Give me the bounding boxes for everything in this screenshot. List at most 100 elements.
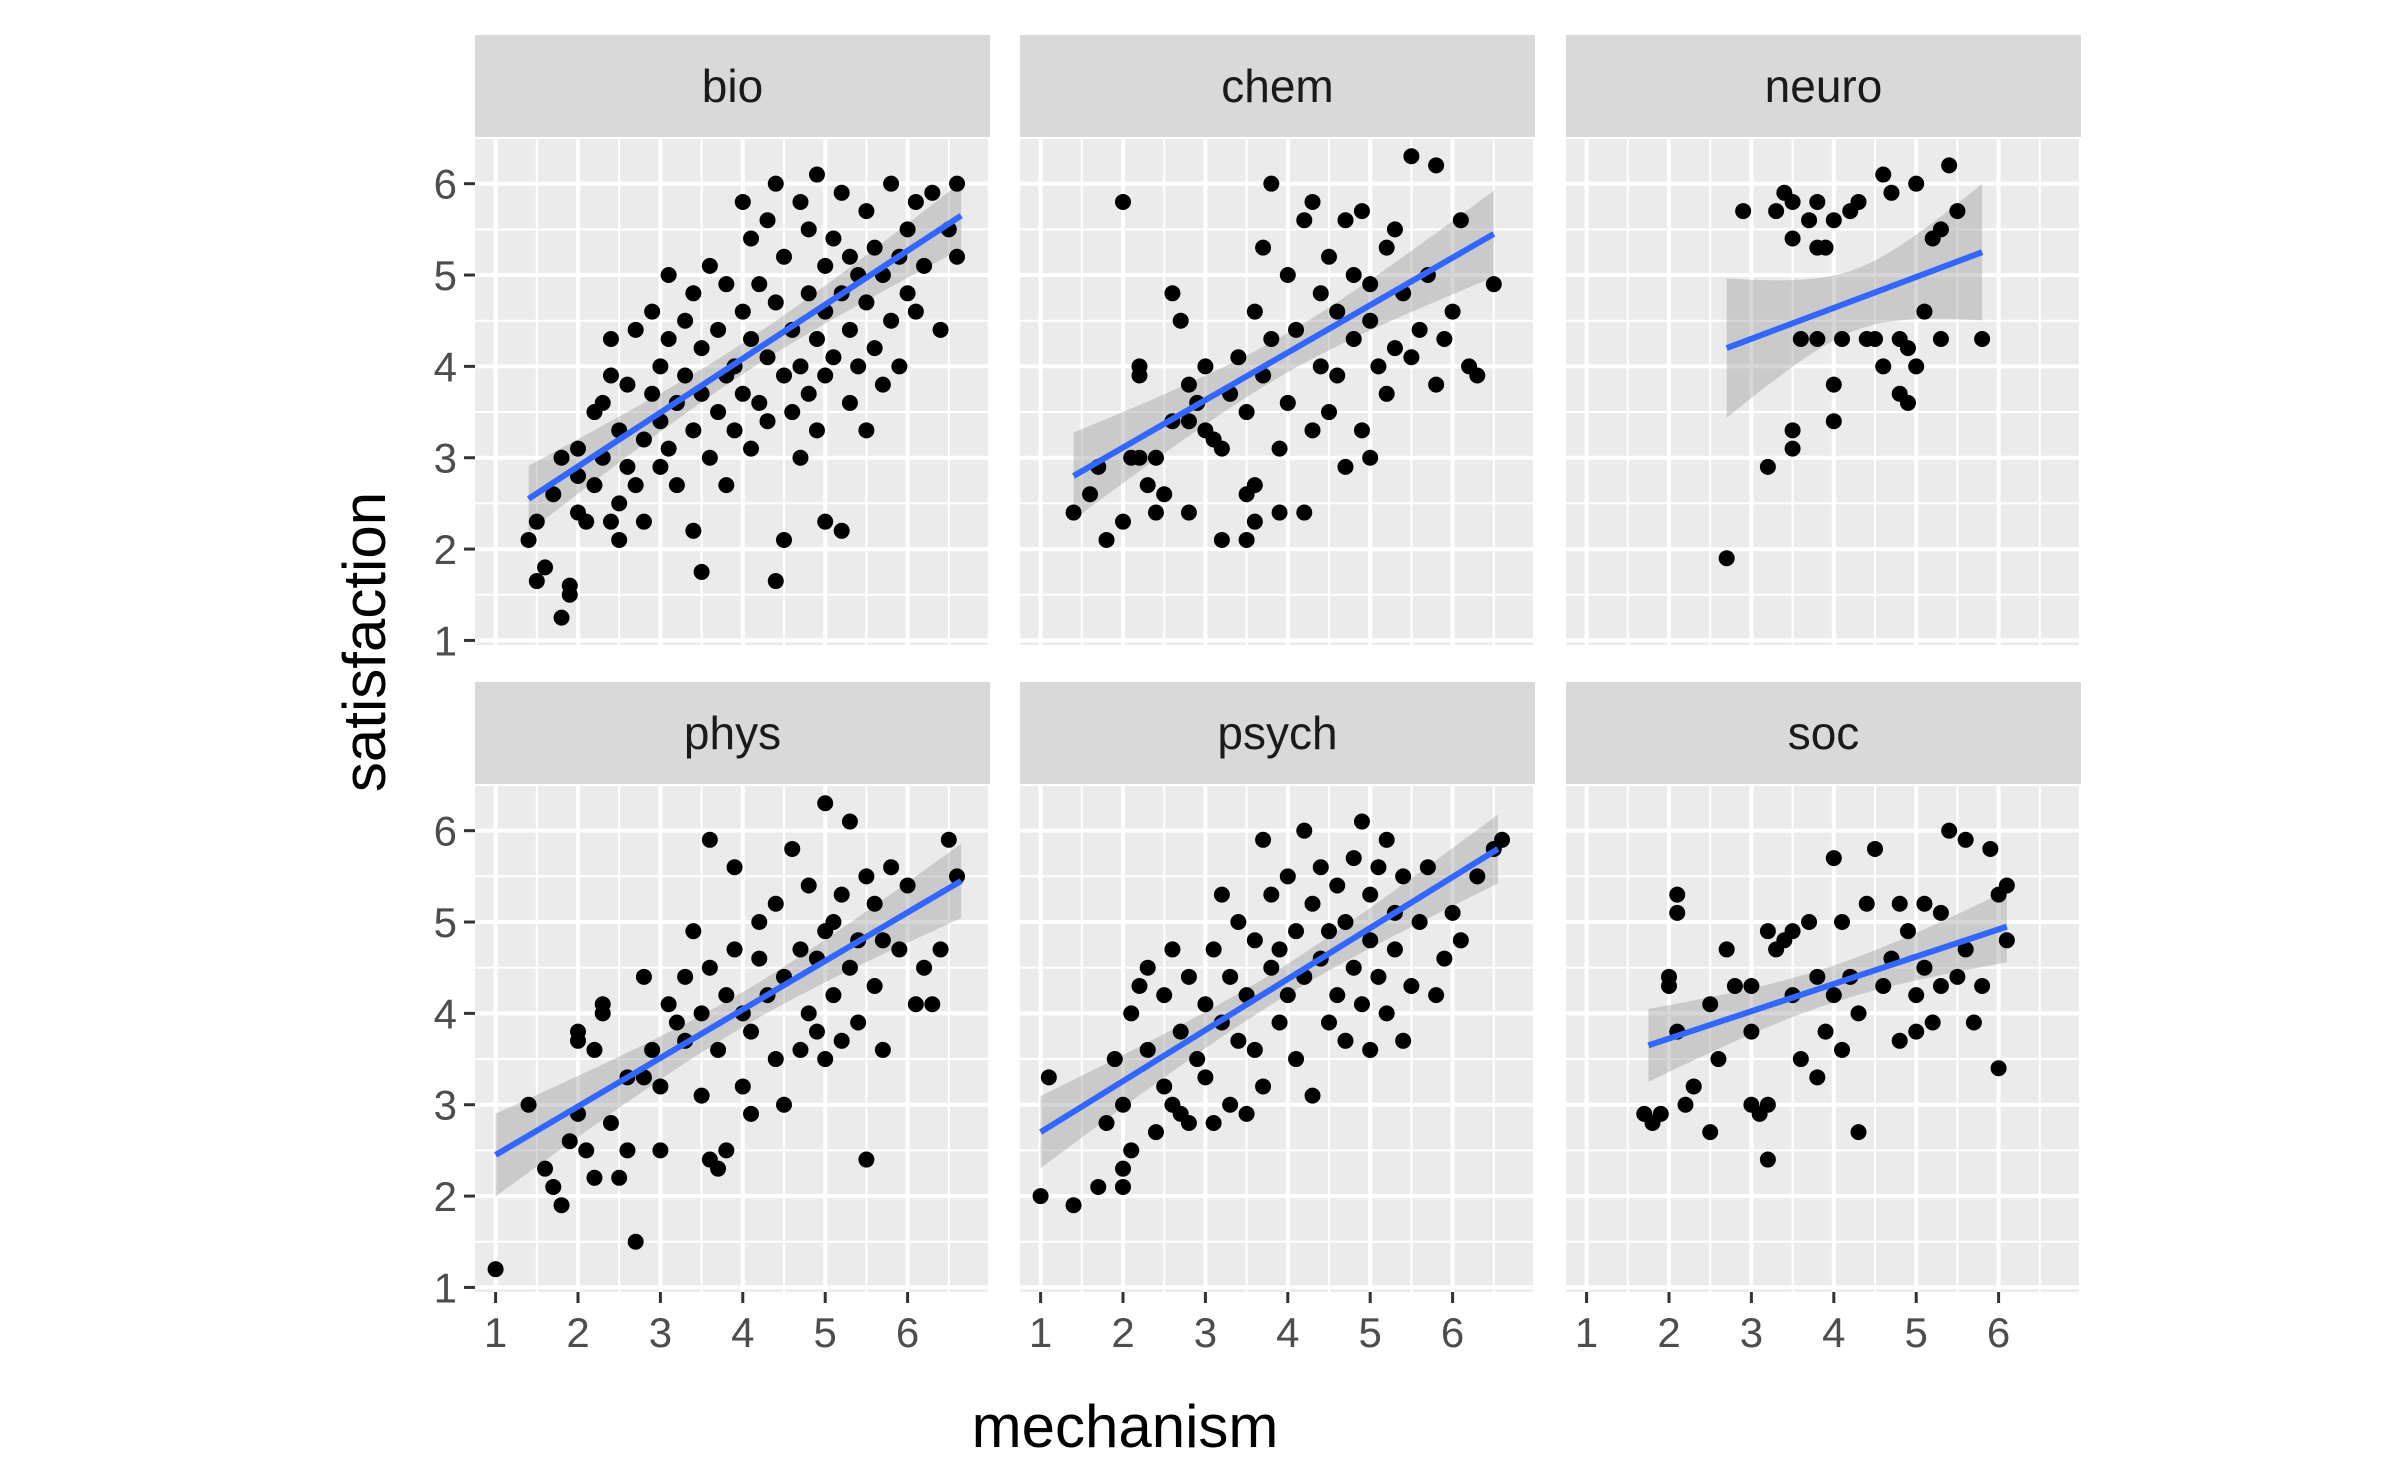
- data-point: [858, 203, 875, 220]
- data-point: [1345, 267, 1362, 284]
- data-point: [668, 1014, 685, 1031]
- data-point: [1411, 914, 1428, 931]
- panel-background: [1566, 138, 2081, 645]
- data-point: [1032, 1188, 1049, 1205]
- data-point: [743, 230, 760, 247]
- data-point: [1817, 1023, 1834, 1040]
- data-point: [718, 987, 735, 1004]
- data-point: [1809, 1069, 1826, 1086]
- data-point: [883, 312, 900, 329]
- data-point: [1279, 394, 1296, 411]
- data-point: [1825, 413, 1842, 430]
- data-point: [1759, 1096, 1776, 1113]
- data-point: [751, 950, 768, 967]
- data-point: [767, 895, 784, 912]
- data-point: [520, 531, 537, 548]
- data-point: [1759, 458, 1776, 475]
- data-point: [841, 248, 858, 265]
- data-point: [734, 303, 751, 320]
- data-point: [1395, 868, 1412, 885]
- y-tick-label: 5: [434, 252, 457, 299]
- data-point: [1428, 376, 1445, 393]
- data-point: [652, 1078, 669, 1095]
- data-point: [916, 959, 933, 976]
- data-point: [1312, 358, 1329, 375]
- data-point: [1213, 886, 1230, 903]
- gridlines: [1566, 137, 2083, 645]
- data-point: [1743, 977, 1760, 994]
- data-point: [570, 440, 586, 457]
- data-point: [808, 422, 825, 439]
- strip-chem: [1020, 35, 1535, 138]
- data-point: [1139, 959, 1156, 976]
- data-point: [1444, 904, 1461, 921]
- gridlines: [475, 784, 992, 1292]
- data-point: [1156, 486, 1173, 503]
- data-point: [1726, 977, 1743, 994]
- data-point: [1941, 157, 1958, 174]
- x-tick-label: 6: [896, 1309, 919, 1356]
- data-point: [1147, 1124, 1164, 1141]
- data-point: [553, 1197, 570, 1214]
- data-point: [1825, 376, 1842, 393]
- data-point: [1809, 330, 1826, 347]
- data-point: [1288, 923, 1305, 940]
- data-point: [808, 330, 825, 347]
- data-point: [1115, 1160, 1131, 1177]
- data-point: [578, 513, 595, 530]
- data-point: [1098, 531, 1115, 548]
- y-axis-title: satisfaction: [331, 492, 398, 792]
- data-point: [1932, 330, 1949, 347]
- data-points: [1032, 813, 1511, 1214]
- data-point: [743, 1105, 760, 1122]
- x-tick-label: 5: [814, 1309, 837, 1356]
- data-point: [1899, 394, 1916, 411]
- data-points: [1718, 157, 1991, 567]
- data-point: [1386, 340, 1403, 357]
- data-point: [792, 193, 809, 210]
- data-point: [1924, 1014, 1941, 1031]
- data-point: [1436, 330, 1453, 347]
- data-point: [759, 212, 776, 229]
- data-point: [776, 1096, 792, 1113]
- data-point: [1222, 968, 1239, 985]
- data-point: [1485, 276, 1502, 293]
- data-point: [767, 573, 784, 590]
- panel-phys: phys: [475, 682, 992, 1292]
- y-tick-label: 2: [434, 526, 457, 573]
- data-point: [1304, 1087, 1321, 1104]
- data-point: [578, 1142, 595, 1159]
- data-point: [1661, 968, 1677, 985]
- data-point: [685, 285, 702, 302]
- data-point: [833, 1032, 850, 1049]
- y-tick-label: 6: [434, 808, 457, 855]
- data-point: [1263, 175, 1280, 192]
- panel-psych: psych: [1020, 682, 1537, 1292]
- data-point: [1875, 166, 1892, 183]
- x-tick-label: 4: [731, 1309, 754, 1356]
- data-point: [1677, 1096, 1694, 1113]
- data-point: [891, 358, 908, 375]
- data-point: [1875, 977, 1892, 994]
- data-point: [1957, 941, 1974, 958]
- data-point: [1825, 850, 1842, 867]
- data-point: [1809, 968, 1826, 985]
- data-point: [1345, 850, 1362, 867]
- x-tick-label: 6: [1441, 1309, 1464, 1356]
- data-point: [1386, 941, 1403, 958]
- data-point: [841, 394, 858, 411]
- data-point: [1131, 449, 1148, 466]
- data-point: [1998, 877, 2015, 894]
- data-point: [1271, 1014, 1288, 1031]
- data-point: [1337, 914, 1354, 931]
- data-point: [1304, 422, 1321, 439]
- data-point: [792, 449, 809, 466]
- data-point: [1263, 959, 1280, 976]
- panel-bio: bio: [475, 35, 992, 645]
- strip-label-bio: bio: [702, 60, 763, 112]
- data-point: [874, 932, 891, 949]
- data-point: [635, 968, 652, 985]
- data-point: [685, 522, 702, 539]
- data-point: [949, 248, 966, 265]
- data-point: [1263, 330, 1280, 347]
